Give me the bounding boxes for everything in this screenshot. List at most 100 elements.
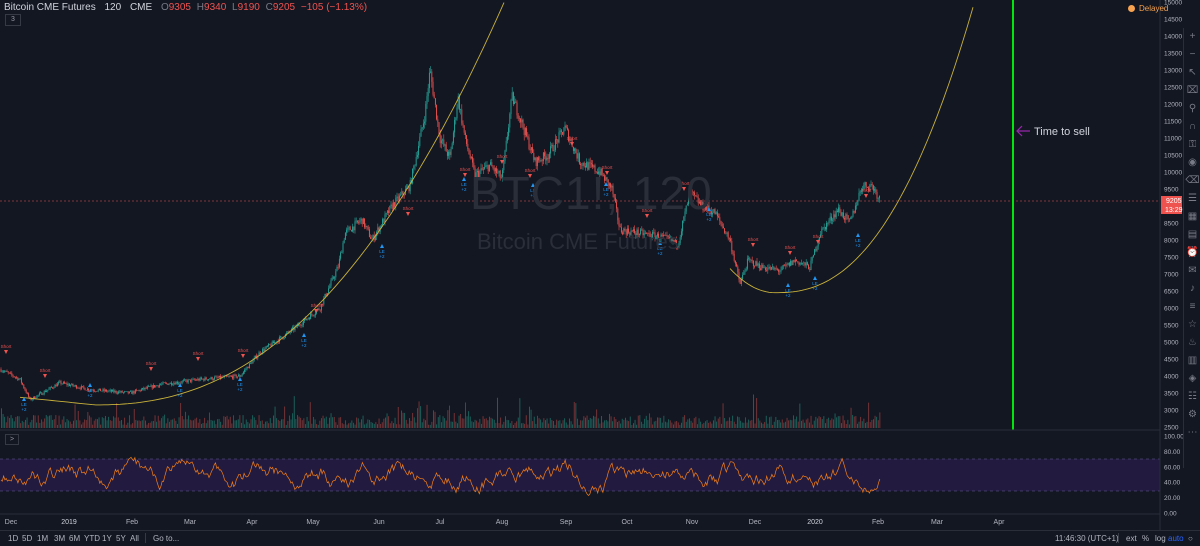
price-tick-label: 4000 [1164,374,1179,381]
price-tick-label: 12000 [1164,102,1182,109]
long-signal-label: LE [461,182,467,187]
long-signal-qty: +2 [21,407,27,412]
time-tick-label: Nov [686,519,699,526]
price-tick-label: 10000 [1164,170,1182,177]
measure-icon[interactable]: ⌧ [1186,85,1199,96]
ideas-icon[interactable]: ◈ [1188,373,1197,384]
high-value: 9340 [204,2,227,13]
clock-label[interactable]: 11:46:30 (UTC+1) [1055,534,1119,543]
alert-icon[interactable]: ⏰ [1186,247,1199,258]
price-tick-label: 7000 [1164,272,1179,279]
price-axis[interactable]: 15000 14500 14000 13500 13000 12500 12000 11500… [1164,0,1182,432]
calendar2-icon[interactable]: ▤ [1187,229,1198,240]
short-arrow-icon [463,173,467,177]
percent-button[interactable]: % [1142,534,1150,543]
trash-icon[interactable]: ⌫ [1185,175,1200,186]
interval-label[interactable]: 120 [104,2,122,13]
short-arrow-icon [751,243,755,247]
symbol-legend[interactable]: Bitcoin CME Futures 120 CME O9305 H9340 … [4,2,370,13]
price-tick-label: 10500 [1164,153,1182,160]
plus-icon[interactable]: + [1189,31,1196,42]
cursor-icon[interactable]: ↖ [1188,67,1197,78]
list-icon[interactable]: ☰ [1188,193,1197,204]
rsi-pane [0,456,1160,497]
symbol-description[interactable]: Bitcoin CME Futures [4,2,96,13]
short-signal-label: Short [403,206,415,211]
long-arrow-icon [786,283,790,287]
timeframe-3m-button[interactable]: 3M [54,534,66,543]
hotlist-icon[interactable]: ♨ [1188,337,1197,348]
delayed-status[interactable]: Delayed [1128,4,1168,13]
watermark-symbol: BTC1!, 120 [470,167,713,219]
long-signal-label: LE [812,281,818,286]
data-icon[interactable]: ▥ [1187,355,1198,366]
short-arrow-icon [864,194,868,198]
long-signal-qty: +2 [461,187,467,192]
short-signal-label: Short [785,245,797,250]
short-signal-label: Short [602,165,614,170]
news-icon[interactable]: ☷ [1188,391,1197,402]
short-arrow-icon [4,350,8,354]
short-arrow-icon [528,174,532,178]
parabolic-curve-line[interactable] [19,2,974,406]
timeframe-all-button[interactable]: All [130,534,139,543]
magnet-icon[interactable]: ∩ [1188,121,1197,132]
short-arrow-icon [500,160,504,164]
timeframe-1m-button[interactable]: 1M [37,534,49,543]
timeframe-1y-button[interactable]: 1Y [102,534,112,543]
layers-icon[interactable]: ≡ [1189,301,1196,312]
lock-icon[interactable]: ⚿ [1188,139,1197,150]
minus-icon[interactable]: − [1189,49,1196,60]
short-arrow-icon [241,354,245,358]
long-signal-qty: +2 [177,393,183,398]
rsi-tick-label: 0.00 [1164,511,1177,518]
more-icon[interactable]: ⋯ [1187,427,1198,438]
price-tick-label: 6000 [1164,306,1179,313]
timeframe-5y-button[interactable]: 5Y [116,534,126,543]
curve-line-1[interactable] [19,2,505,406]
price-tick-label: 14000 [1164,34,1182,41]
long-arrow-icon [531,183,535,187]
rsi-axis[interactable]: 100.00 80.00 60.00 40.00 20.00 0.00 [1164,434,1184,518]
long-signal-qty: +2 [379,254,385,259]
time-tick-label: 2020 [807,519,823,526]
short-arrow-icon [788,251,792,255]
annotation-text[interactable]: Time to sell [1034,126,1090,138]
timeframe-1d-button[interactable]: 1D [8,534,19,543]
rsi-line [0,456,881,497]
long-signal-qty: +2 [657,251,663,256]
short-signal-label: Short [861,188,873,193]
price-tick-label: 5000 [1164,340,1179,347]
auto-button[interactable]: auto [1168,534,1184,543]
eye-icon[interactable]: ◉ [1188,157,1197,168]
calendar-icon[interactable]: ▦ [1187,211,1198,222]
chat-icon[interactable]: ✉ [1188,265,1197,276]
timeframe-5d-button[interactable]: 5D [22,534,33,543]
right-toolbar: + − ↖ ⌧ ⚲ ∩ ⚿ ◉ ⌫ ☰ ▦ ▤ ⏰ ✉ ♪ ≡ ☆ ♨ ▥ ◈ ☷ ⚙ ⋯ [1183,28,1200,468]
log-button[interactable]: log [1155,534,1166,543]
last-price-value: 9205 [1166,198,1182,205]
time-tick-label: 2019 [61,519,77,526]
ext-button[interactable]: ext [1126,534,1137,543]
legend-collapse-button[interactable]: 3 [5,14,21,26]
rsi-tick-label: 40.00 [1164,480,1181,487]
left-arrow-icon[interactable] [1016,125,1030,137]
bottom-toolbar: 1D 5D 1M 3M 6M YTD 1Y 5Y All Go to... 11:46:30 (… [0,530,1200,546]
goto-button[interactable]: Go to... [153,534,180,543]
long-arrow-icon [302,333,306,337]
curve-line-2[interactable] [729,7,974,294]
time-axis[interactable]: Dec 2019 Feb Mar Apr May Jun Jul Aug Sep Oct Nov Dec… [5,519,1005,526]
zoom-icon[interactable]: ⚲ [1188,103,1197,114]
timeframe-6m-button[interactable]: 6M [69,534,81,543]
rsi-tick-label: 60.00 [1164,464,1181,471]
rsi-collapse-button[interactable]: > [5,434,19,445]
settings-icon[interactable]: ⚙ [1188,409,1197,420]
long-signal-label: LE [237,382,243,387]
settings-circle-icon[interactable]: ○ [1188,534,1193,543]
bell-icon[interactable]: ♪ [1190,283,1195,294]
timeframe-ytd-button[interactable]: YTD [84,534,100,543]
star-icon[interactable]: ☆ [1188,319,1197,330]
long-signal-label: LE [530,188,536,193]
price-tick-label: 9500 [1164,187,1179,194]
